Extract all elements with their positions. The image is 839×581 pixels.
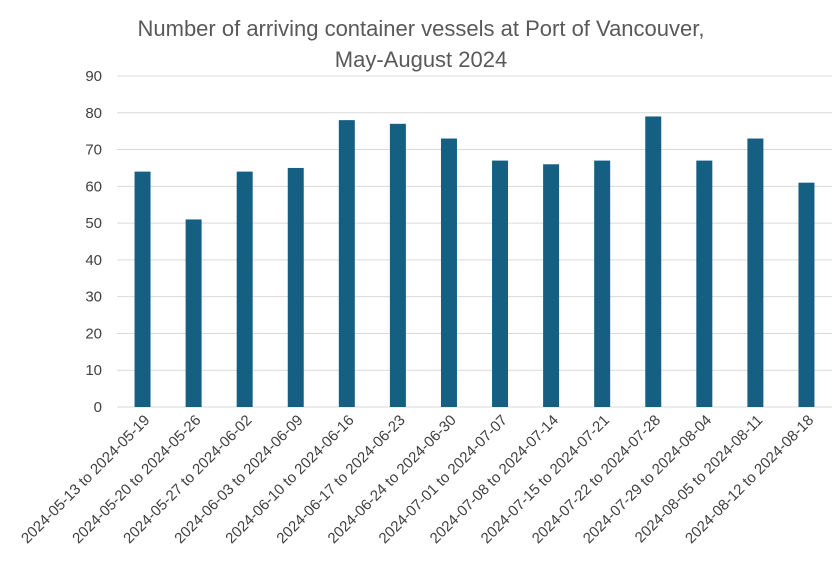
bar (338, 120, 355, 407)
y-tick-label: 90 (85, 68, 102, 85)
bar (185, 219, 202, 407)
y-tick-label: 30 (85, 289, 102, 306)
bar (696, 160, 713, 407)
bar (134, 171, 151, 407)
bar (543, 164, 560, 407)
bar (440, 138, 457, 407)
y-tick-label: 50 (85, 215, 102, 232)
chart-title-line-2: May-August 2024 (335, 47, 507, 72)
y-axis-ticks: 0 10 20 30 40 50 60 70 80 90 (85, 68, 102, 416)
gridlines (117, 75, 832, 408)
y-tick-label: 0 (94, 399, 102, 416)
chart-title: Number of arriving container vessels at … (138, 16, 705, 72)
bar (798, 182, 815, 407)
y-tick-label: 70 (85, 142, 102, 159)
bar (389, 123, 406, 408)
bar (236, 171, 253, 407)
bar (645, 116, 662, 407)
bar (287, 167, 304, 407)
bar (492, 160, 509, 407)
bars (134, 116, 815, 408)
y-tick-label: 80 (85, 105, 102, 122)
y-tick-label: 20 (85, 325, 102, 342)
y-tick-label: 60 (85, 178, 102, 195)
bar (594, 160, 611, 407)
y-tick-label: 10 (85, 362, 102, 379)
y-tick-label: 40 (85, 252, 102, 269)
bar (747, 138, 764, 407)
chart-title-line-1: Number of arriving container vessels at … (138, 16, 705, 41)
